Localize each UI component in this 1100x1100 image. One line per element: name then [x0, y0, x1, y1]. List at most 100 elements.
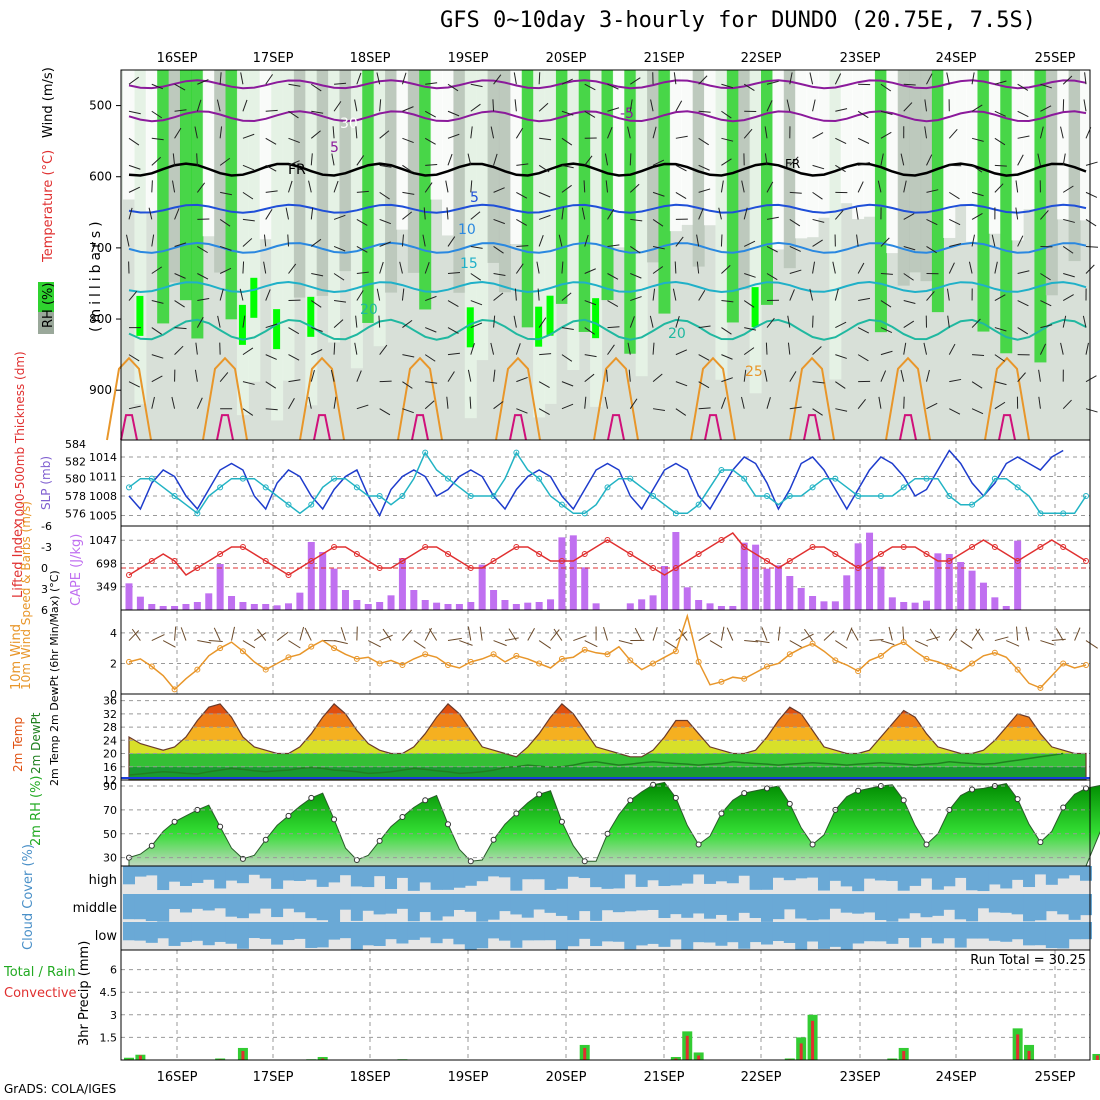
wind-barb [926, 73, 933, 85]
surface-wind-barb [231, 626, 236, 641]
wind-barb [242, 315, 246, 328]
cloud-cell [498, 866, 511, 878]
cloud-cell [966, 866, 979, 891]
wind-barb [217, 315, 221, 328]
surface-wind-barb [254, 632, 267, 641]
wind-barb [994, 294, 1006, 301]
wind-barb [630, 77, 641, 85]
rh-shading-column [829, 70, 842, 380]
wind-barb [764, 153, 768, 166]
wind-barb [333, 342, 336, 355]
cloud-cell [920, 894, 933, 918]
wind-barb [652, 159, 665, 166]
rh-shading-column [179, 70, 192, 301]
cloud-cell [430, 922, 443, 944]
cloud-cell [293, 922, 306, 939]
wind-barb [197, 79, 209, 85]
wind-barb [356, 246, 368, 253]
wind-tick-label: 0 [110, 688, 117, 701]
wind-barb [425, 381, 438, 384]
cape-bar [945, 554, 953, 610]
thickness-tick-label: 576 [65, 507, 86, 520]
temp-tick-label: 24 [103, 734, 117, 747]
lifted-index-line-point [627, 551, 634, 557]
cloud-cell [123, 922, 135, 941]
thickness-line-point [1083, 493, 1089, 499]
surface-wind-barb [538, 640, 551, 649]
cloud-cell [362, 866, 375, 888]
wind-barb [1040, 83, 1052, 89]
date-label-bottom: 25SEP [1035, 1070, 1076, 1085]
surface-wind-barb [413, 640, 426, 649]
wind-barb [857, 137, 870, 144]
cloud-cell [669, 922, 682, 940]
wind-barb [584, 110, 596, 118]
wind-barb [151, 266, 163, 274]
wind-barb [994, 261, 998, 274]
wind-barb [721, 110, 732, 119]
wind-barb [652, 373, 663, 383]
wind-barb [493, 74, 502, 85]
date-label-bottom: 19SEP [448, 1070, 489, 1085]
cape-bar [364, 604, 372, 610]
wind-barb [538, 164, 550, 173]
cloud-cell [191, 866, 204, 883]
rh-axis-label: 2m RH (%) [29, 775, 44, 846]
wind-barb [926, 402, 938, 410]
cloud-cell [1057, 894, 1070, 915]
wind-barb [948, 262, 955, 274]
wind-barb [195, 342, 198, 355]
lifted-index-line-point [900, 544, 907, 550]
cloud-cell [373, 922, 386, 947]
rh-shading-column [510, 70, 523, 245]
cloud-cell [259, 894, 272, 909]
cloud-cell [225, 866, 238, 881]
cloud-cell [761, 866, 773, 890]
wind-barb [947, 315, 950, 328]
wind-barb [835, 164, 846, 173]
wind-barb [766, 246, 778, 253]
precip-convective-bar [1095, 1055, 1099, 1060]
rh-shading-column [681, 70, 694, 225]
cloud-level-label: high [89, 873, 117, 888]
rh-point [969, 786, 976, 793]
wind-barb [812, 408, 823, 416]
wind-barb [515, 127, 524, 139]
thickness-axis-label: 1000-500mb Thickness (dm) [13, 351, 27, 524]
surface-wind-barb [880, 640, 895, 646]
lifted-index-line-point [786, 558, 793, 564]
rh-point [422, 797, 429, 804]
wind-barb [151, 396, 155, 409]
cloud-cell [248, 866, 261, 875]
wind-barb [447, 272, 461, 274]
wind-barb [857, 398, 866, 410]
rh-point [627, 797, 634, 804]
cloud-cell [795, 866, 808, 879]
thickness-line-point [809, 484, 816, 491]
cape-bar [148, 604, 156, 610]
cloud-cell [1034, 866, 1047, 875]
wind-barb [470, 273, 482, 281]
thickness-line-point [513, 449, 520, 456]
wind-barb [971, 191, 984, 197]
cloud-cell [407, 866, 420, 891]
wind-barb [1083, 99, 1087, 112]
cape-bar [182, 604, 190, 610]
cloud-cell [385, 922, 398, 940]
contour-label: 20 [360, 302, 378, 318]
wind-barb [971, 213, 983, 220]
wind-barb [903, 213, 915, 220]
wind-barb [607, 300, 619, 308]
wind-barb [607, 83, 619, 90]
cloud-cell [863, 894, 876, 913]
wind-barb [835, 354, 847, 359]
cloud-cell [738, 922, 751, 949]
rh-shading-column [692, 70, 705, 267]
wind-barb [1084, 72, 1087, 85]
wind-barb [447, 327, 459, 334]
wind-barb [675, 236, 684, 247]
cloud-cell [214, 866, 227, 889]
wind-barb [561, 184, 572, 193]
date-label-bottom: 22SEP [741, 1070, 782, 1085]
cloud-cell [385, 866, 398, 890]
